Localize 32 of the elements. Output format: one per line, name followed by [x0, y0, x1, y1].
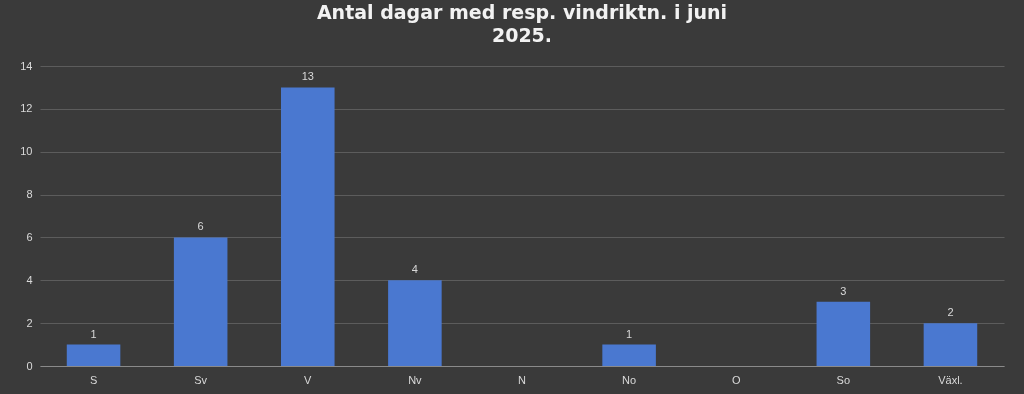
y-tick-label: 2: [26, 316, 33, 329]
bar: [923, 323, 978, 366]
x-tick-label: Nv: [408, 373, 423, 386]
x-tick-label: N: [518, 373, 527, 386]
y-tick-label: 12: [20, 102, 33, 115]
bar: [816, 301, 871, 366]
data-label: 6: [197, 220, 204, 233]
x-tick-label: S: [89, 373, 98, 386]
bar: [173, 237, 228, 366]
bar: [66, 344, 121, 366]
y-tick-label: 14: [20, 59, 33, 72]
y-tick-label: 0: [26, 359, 33, 372]
x-tick-label: So: [836, 373, 851, 386]
bar: [281, 87, 335, 366]
chart-title: Antal dagar med resp. vindriktn. i juni 2025.: [316, 1, 728, 46]
x-tick-label: No: [622, 373, 637, 386]
x-tick-label: Växl.: [938, 373, 963, 386]
y-tick-label: 8: [26, 188, 33, 201]
data-label: 13: [301, 70, 314, 83]
bar: [388, 280, 442, 366]
x-tick-label: O: [731, 373, 741, 386]
data-label: 3: [840, 284, 847, 297]
bar: [602, 344, 656, 366]
y-tick-label: 4: [26, 273, 33, 286]
data-label: 4: [411, 263, 418, 276]
data-label: 2: [947, 306, 954, 319]
data-label: 1: [626, 327, 633, 340]
x-tick-label: Sv: [194, 373, 208, 386]
data-label: 1: [90, 327, 97, 340]
y-tick-label: 6: [26, 230, 33, 243]
x-tick-label: V: [304, 373, 313, 386]
y-tick-label: 10: [20, 145, 33, 158]
